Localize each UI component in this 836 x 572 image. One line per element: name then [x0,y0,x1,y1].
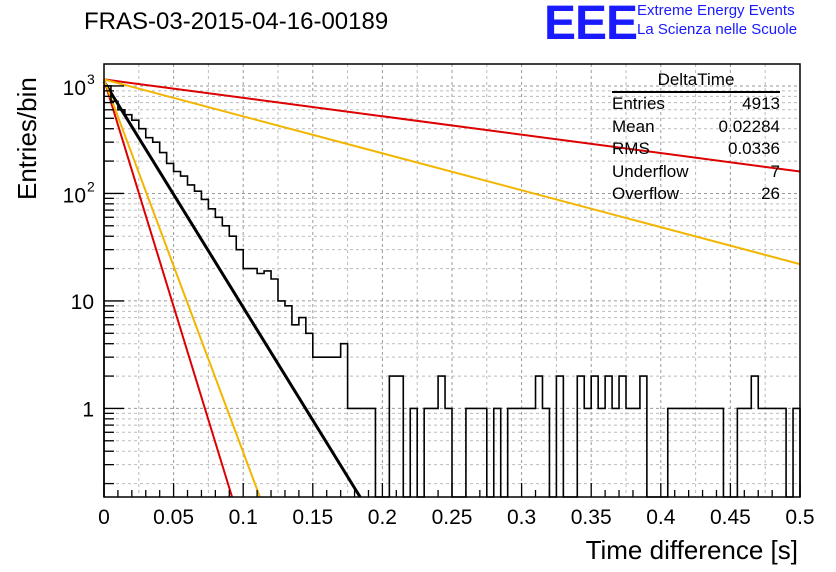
fit-line [103,78,801,266]
logo-subtitle-2: La Scienza nelle Scuole [637,21,798,38]
x-tick-label: 0.35 [571,506,612,529]
x-tick-labels: 0 0.05 0.1 0.15 0.2 0.25 0.3 0.35 0.4 0.45 0.5 [98,506,814,529]
stats-row-entries: Entries 4913 [612,93,780,116]
stats-box: DeltaTime Entries 4913 Mean 0.02284 RMS 0.0… [612,70,780,206]
stats-row-underflow: Underflow 7 [612,161,780,184]
x-tick-label: 0.1 [229,506,258,529]
stats-title: DeltaTime [612,70,780,93]
x-tick-label: 0.15 [292,506,333,529]
y-tick-label: 10 [71,291,94,314]
chart-title: FRAS-03-2015-04-16-00189 [84,8,389,35]
stats-label: Mean [612,116,655,136]
stats-value: 0.02284 [718,116,780,136]
y-tick-label: 10 [63,77,86,100]
x-tick-label: 0.45 [710,506,751,529]
x-tick-label: 0.5 [785,506,814,529]
axis-ticks [103,85,801,497]
stats-row-mean: Mean 0.02284 [612,116,780,139]
stats-row-overflow: Overflow 26 [612,183,780,206]
y-tick-label: 10 [63,184,86,207]
fit-line [103,79,234,498]
stats-value: 7 [770,161,780,181]
eee-logo: EEE [544,0,638,50]
x-tick-label: 0.2 [368,506,397,529]
stats-label: Underflow [612,161,689,181]
fit-lines [102,78,801,498]
x-tick-label: 0.05 [153,506,194,529]
fit-line [103,79,261,498]
y-tick-label: 1 [82,398,94,421]
x-tick-label: 0.25 [432,506,473,529]
logo-subtitle-1: Extreme Energy Events [637,2,795,19]
stats-row-rms: RMS 0.0336 [612,138,780,161]
x-tick-label: 0 [98,506,110,529]
y-tick-exponent: 3 [87,71,95,87]
stats-label: Entries [612,94,665,113]
fit-line [103,78,801,173]
stats-label: RMS [612,139,650,158]
y-axis-label: Entries/bin [12,77,42,200]
x-tick-label: 0.4 [646,506,676,529]
y-tick-exponent: 2 [87,178,95,194]
stats-value: 0.0336 [728,139,780,158]
x-tick-label: 0.3 [507,506,536,529]
fit-line [102,80,362,498]
stats-value: 4913 [742,94,780,113]
stats-value: 26 [761,184,780,203]
x-axis-label: Time difference [s] [585,535,798,565]
stats-label: Overflow [612,184,680,203]
